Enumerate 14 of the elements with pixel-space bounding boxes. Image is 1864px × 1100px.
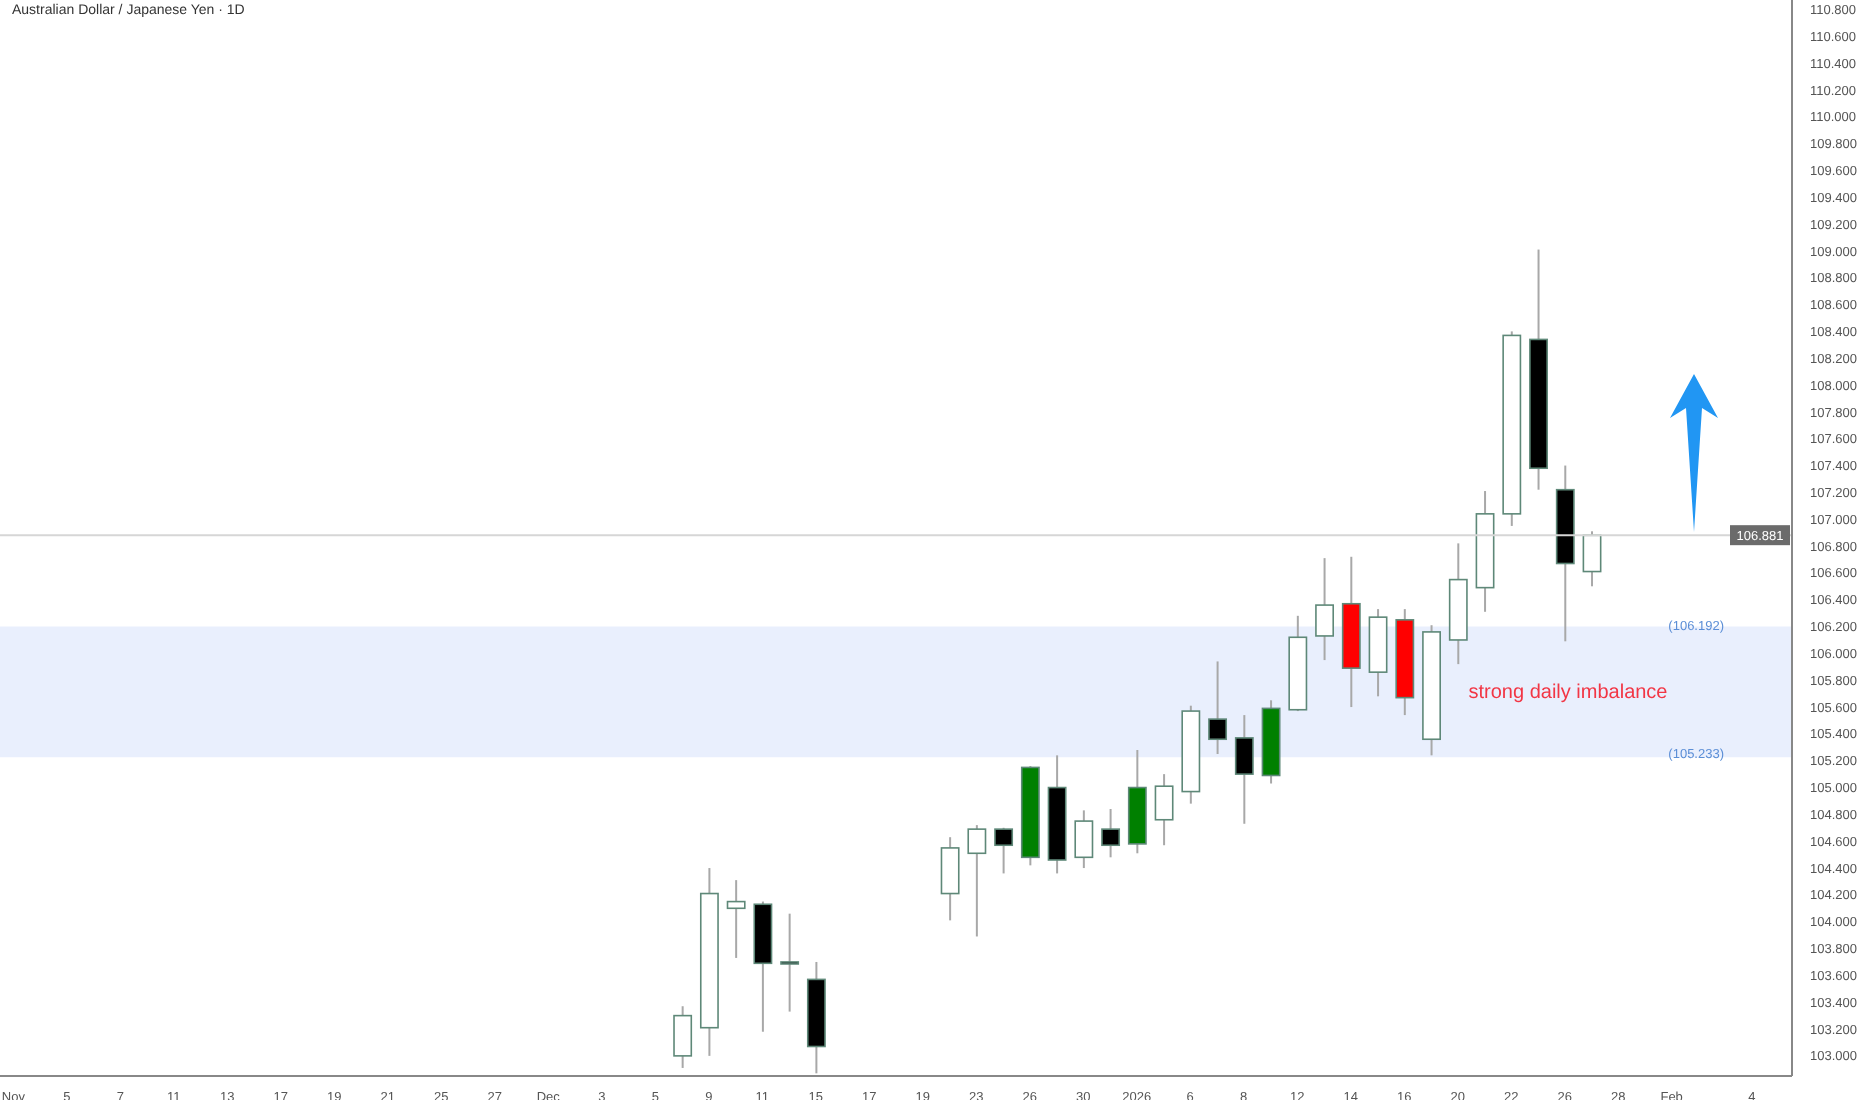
candlestick (940, 836, 960, 922)
candlestick (1582, 530, 1602, 588)
candlestick (673, 1005, 693, 1069)
candlestick (1101, 808, 1121, 859)
candlestick (1234, 714, 1254, 825)
candlestick (994, 826, 1014, 875)
band-label: strong daily imbalance (1468, 681, 1669, 704)
candlestick (1074, 809, 1094, 870)
candlestick (1315, 557, 1335, 662)
candlestick (726, 879, 746, 959)
candlestick (1154, 773, 1174, 847)
candlestick (780, 912, 800, 1013)
candlestick (1208, 660, 1228, 756)
candlestick (967, 824, 987, 938)
